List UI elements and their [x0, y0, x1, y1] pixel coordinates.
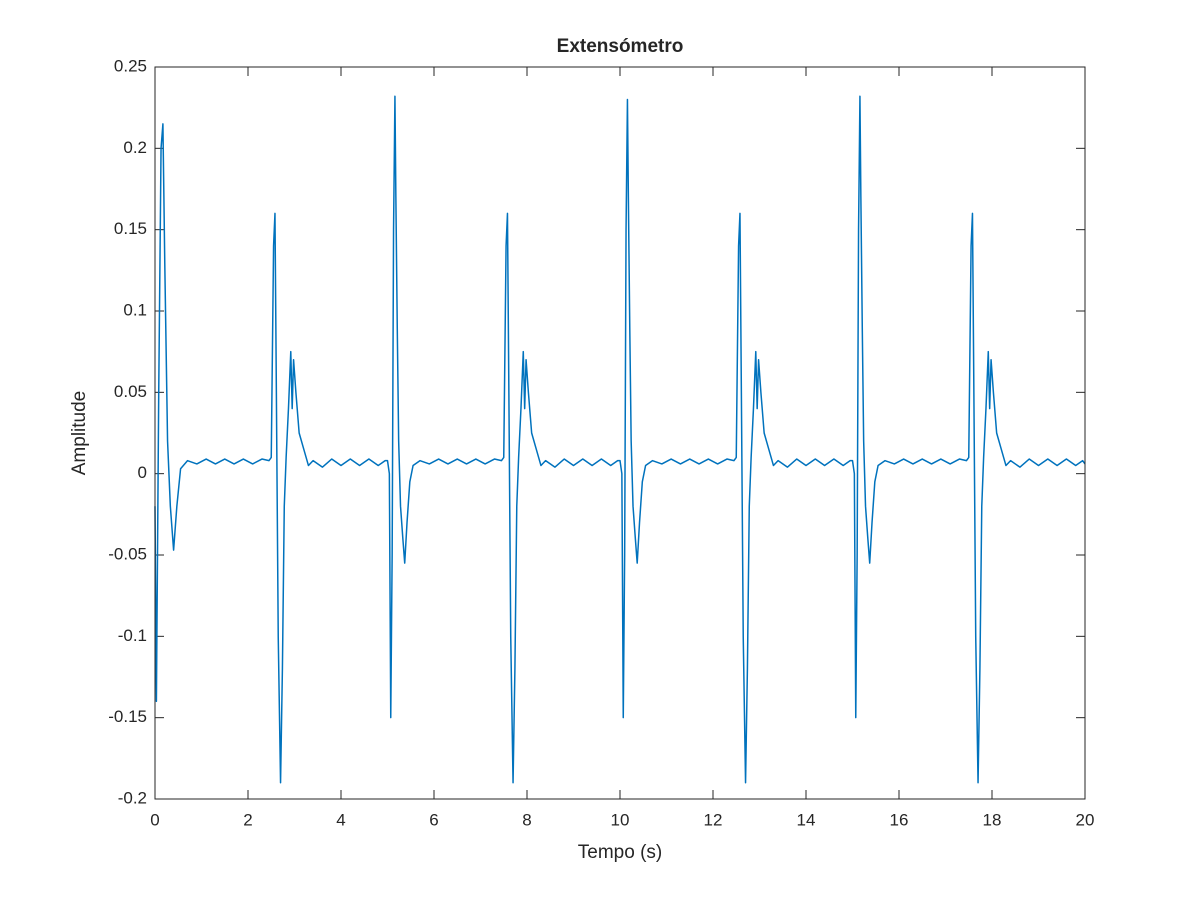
y-tick-label: 0.2 [123, 138, 147, 157]
chart-title: Extensómetro [557, 36, 684, 57]
y-tick-label: 0.1 [123, 300, 147, 319]
x-tick-label: 2 [243, 810, 252, 829]
x-tick-label: 4 [336, 810, 345, 829]
x-tick-label: 6 [429, 810, 438, 829]
x-tick-label: 8 [522, 810, 531, 829]
x-tick-label: 10 [611, 810, 630, 829]
x-tick-label: 20 [1076, 810, 1095, 829]
data-line [154, 95, 1086, 784]
y-tick-label: -0.05 [108, 544, 147, 563]
y-tick-label: 0.25 [114, 56, 147, 75]
y-tick-label: -0.15 [108, 707, 147, 726]
y-axis-label: Amplitude [69, 391, 90, 476]
y-tick-label: -0.1 [118, 626, 147, 645]
y-tick-label: 0.05 [114, 382, 147, 401]
x-tick-label: 0 [150, 810, 159, 829]
x-tick-label: 18 [983, 810, 1002, 829]
x-tick-label: 14 [797, 810, 816, 829]
y-tick-label: -0.2 [118, 788, 147, 807]
x-tick-label: 16 [890, 810, 909, 829]
x-axis-label: Tempo (s) [578, 842, 662, 863]
plot-frame [154, 66, 1086, 800]
x-tick-label: 12 [704, 810, 723, 829]
y-tick-label: 0 [138, 463, 147, 482]
y-tick-label: 0.15 [114, 219, 147, 238]
